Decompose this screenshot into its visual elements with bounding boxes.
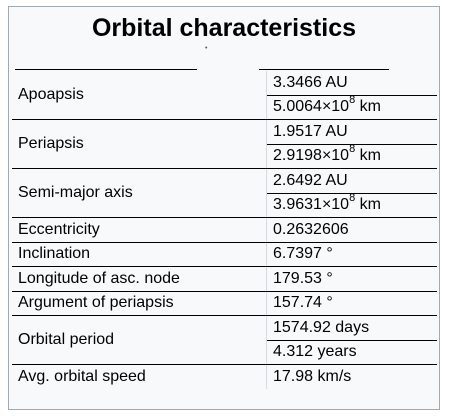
row-value: 2.6492 AU <box>266 168 437 194</box>
table-row: Longitude of asc. node 179.53 ° <box>12 266 437 292</box>
row-label: Longitude of asc. node <box>12 266 267 292</box>
exponent: 8 <box>349 142 356 155</box>
exponent: 8 <box>349 93 356 106</box>
row-value: 3.9631×108 km <box>266 191 437 218</box>
infobox-title: Orbital characteristics <box>91 14 356 42</box>
table-row: 4.312 years <box>12 340 437 365</box>
row-label: Semi-major axis <box>12 168 267 218</box>
row-value: 5.0064×108 km <box>266 93 437 120</box>
orbital-table: Apoapsis 3.3466 AU 5.0064×108 km Periaps… <box>12 71 437 389</box>
row-value: 1.9517 AU <box>266 119 437 145</box>
row-value: 3.3466 AU <box>266 71 437 96</box>
row-value: 1574.92 days <box>266 315 437 341</box>
row-label: Orbital period <box>12 315 267 365</box>
row-label: Apoapsis <box>12 71 267 120</box>
row-label: Eccentricity <box>12 217 267 243</box>
row-value: 17.98 km/s <box>266 364 437 389</box>
orbital-characteristics-infobox: Orbital characteristics • Apoapsis 3.346… <box>8 6 440 410</box>
row-value: 2.9198×108 km <box>266 142 437 169</box>
row-value: 0.2632606 <box>266 217 437 243</box>
row-label: Argument of periapsis <box>12 291 267 316</box>
table-row: Orbital period 1574.92 days <box>12 315 437 365</box>
table-row: Apoapsis 3.3466 AU <box>12 71 437 120</box>
cut-off-glyph: • <box>205 45 208 52</box>
table-row: 2.9198×108 km <box>12 142 437 169</box>
row-value: 6.7397 ° <box>266 242 437 267</box>
row-label: Periapsis <box>12 119 267 169</box>
table-row: Avg. orbital speed 17.98 km/s <box>12 364 437 389</box>
table-row: 3.9631×108 km <box>12 191 437 218</box>
table-row: Argument of periapsis 157.74 ° <box>12 291 437 316</box>
table-row: Periapsis 1.9517 AU <box>12 119 437 169</box>
table-row: Eccentricity 0.2632606 <box>12 217 437 243</box>
table-row: Semi-major axis 2.6492 AU <box>12 168 437 218</box>
cut-off-row-line-left <box>15 69 197 70</box>
row-label: Inclination <box>12 242 267 267</box>
table-row: 5.0064×108 km <box>12 93 437 120</box>
row-value: 179.53 ° <box>266 266 437 292</box>
row-label: Avg. orbital speed <box>12 364 267 389</box>
cut-off-row-line-right <box>259 69 389 70</box>
table-row: Inclination 6.7397 ° <box>12 242 437 267</box>
exponent: 8 <box>349 191 356 204</box>
row-value: 157.74 ° <box>266 291 437 316</box>
row-value: 4.312 years <box>266 340 437 365</box>
